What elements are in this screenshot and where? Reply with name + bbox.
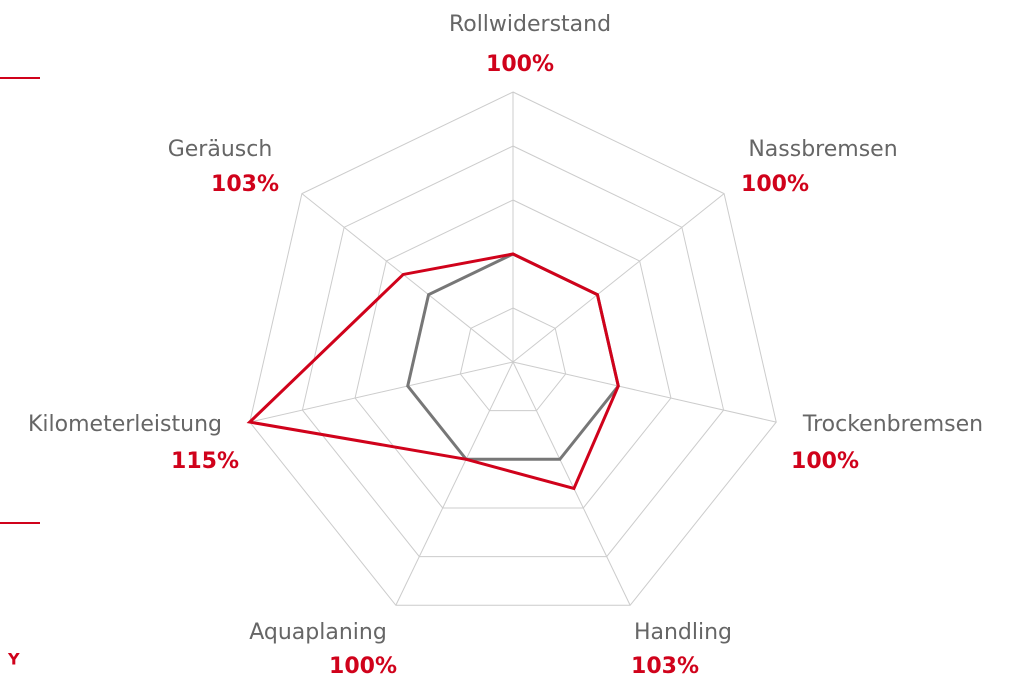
value-label: 100% — [741, 172, 809, 197]
series-line — [246, 252, 620, 491]
grid-spoke — [249, 361, 514, 423]
grid-ring — [249, 91, 777, 606]
grid-ring — [301, 145, 725, 558]
axis-label: Nassbremsen — [748, 137, 897, 162]
grid-ring — [459, 307, 567, 412]
grid-ring — [354, 199, 672, 509]
axis-label: Geräusch — [168, 137, 273, 162]
grid-spoke — [512, 193, 725, 363]
axis-label: Rollwiderstand — [449, 12, 611, 37]
grid-spoke — [395, 361, 514, 606]
grid-spoke — [512, 361, 631, 606]
value-label: 100% — [486, 52, 554, 77]
axis-label: Aquaplaning — [249, 620, 387, 645]
grid-spoke — [512, 361, 777, 423]
value-label: 100% — [791, 449, 859, 474]
axis-label: Trockenbremsen — [802, 412, 983, 437]
axis-label: Kilometerleistung — [28, 412, 222, 437]
value-label: 103% — [211, 172, 279, 197]
axis-label: Handling — [634, 620, 732, 645]
value-label: 100% — [329, 654, 397, 677]
value-label: 115% — [171, 449, 239, 474]
side-text: Y — [7, 650, 20, 669]
grid-spoke — [301, 193, 514, 363]
value-label: 103% — [631, 654, 699, 677]
